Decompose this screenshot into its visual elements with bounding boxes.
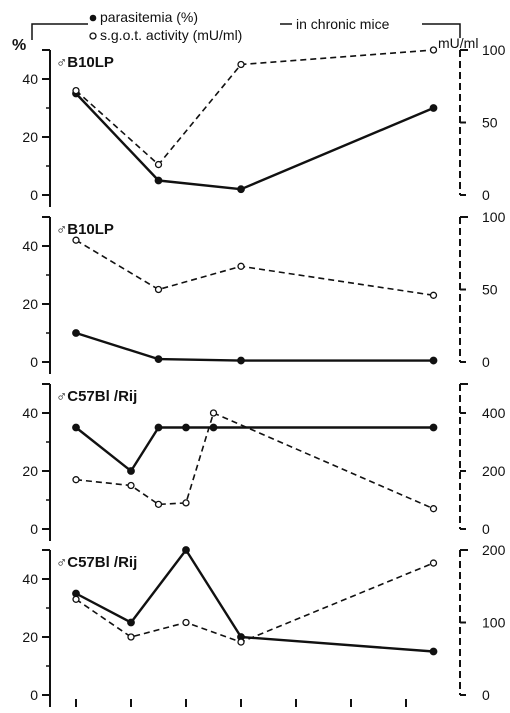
left-tick-label: 40: [22, 238, 38, 254]
parasitemia-line: [75, 331, 434, 362]
x-tick-label: 12: [398, 711, 414, 713]
left-tick-label: 40: [22, 71, 38, 87]
sgot-point: [154, 160, 163, 169]
sgot-line: [75, 562, 434, 643]
parasitemia-point: [127, 618, 135, 627]
sgot-point: [154, 285, 163, 294]
parasitemia-point: [154, 423, 163, 432]
strain-label: ♂C57Bl /Rij: [56, 388, 137, 405]
parasitemia-point: [429, 356, 438, 365]
right-tick-label: 0: [482, 187, 490, 203]
right-tick-label: 0: [482, 687, 490, 703]
left-tick-label: 0: [30, 354, 38, 370]
x-unit-label: weeks: [417, 711, 460, 713]
sgot-point: [237, 262, 245, 270]
sgot-point: [182, 499, 190, 507]
sgot-point: [237, 638, 245, 646]
legend-label-parasitemia: parasitemia (%): [100, 9, 198, 25]
sgot-point: [429, 46, 438, 54]
chart-panels: 02040050100♂B10LP02040050100♂B10LP020400…: [22, 42, 505, 713]
sgot-point: [237, 60, 245, 69]
left-tick-label: 0: [30, 687, 38, 703]
parasitemia-point: [72, 423, 80, 432]
left-unit-label: %: [12, 37, 26, 54]
x-tick-label: 8: [292, 711, 300, 713]
right-tick-label: 100: [482, 209, 506, 225]
right-tick-label: 50: [482, 115, 498, 131]
legend: parasitemia (%) s.g.o.t. activity (mU/ml…: [12, 9, 478, 54]
sgot-point: [154, 500, 163, 509]
left-tick-label: 20: [22, 629, 38, 645]
parasitemia-point: [429, 647, 438, 656]
sgot-point: [209, 409, 218, 417]
right-tick-label: 0: [482, 521, 490, 537]
sgot-point: [429, 291, 438, 299]
strain-label: ♂B10LP: [56, 54, 114, 71]
panel-2: 0 20 40 0 50 100 ♂B10LP: [22, 209, 506, 374]
legend-bracket: [31, 23, 461, 40]
left-tick-label: 20: [22, 129, 38, 145]
left-tick-label: 0: [30, 521, 38, 537]
parasitemia-point: [429, 104, 438, 112]
right-unit-label: mU/ml: [438, 35, 478, 51]
right-tick-label: 50: [482, 282, 498, 298]
parasitemia-point: [154, 176, 163, 185]
x-tick-label: 6: [237, 711, 245, 713]
legend-marker-parasitemia: [89, 14, 97, 22]
x-tick-label: 4: [182, 711, 190, 713]
right-tick-label: 100: [482, 42, 506, 58]
sgot-point: [182, 618, 190, 627]
sgot-point: [72, 595, 80, 603]
sgot-point: [72, 236, 80, 244]
legend-marker-sgot: [89, 32, 97, 40]
legend-label-sgot: s.g.o.t. activity (mU/ml): [100, 27, 242, 43]
parasitemia-point: [237, 356, 245, 365]
right-tick-label: 0: [482, 354, 490, 370]
left-tick-label: 20: [22, 296, 38, 312]
parasitemia-line: [75, 92, 434, 191]
parasitemia-point: [154, 355, 163, 364]
parasitemia-point: [127, 467, 135, 475]
sgot-point: [429, 559, 438, 567]
left-tick-label: 40: [22, 571, 38, 587]
sgot-line: [75, 49, 434, 166]
panel-4: 0 20 40 0 100 200 ♂C57Bl /Rij: [22, 542, 506, 707]
x-tick-label: 2: [127, 711, 135, 713]
parasitemia-point: [72, 329, 80, 337]
parasitemia-point: [182, 423, 190, 432]
sgot-point: [127, 481, 135, 490]
strain-label: ♂C57Bl /Rij: [56, 554, 137, 571]
x-tick-label: 0: [72, 711, 80, 713]
left-tick-label: 20: [22, 463, 38, 479]
parasitemia-point: [182, 546, 190, 554]
group-label: in chronic mice: [296, 16, 390, 32]
left-tick-label: 40: [22, 405, 38, 421]
right-tick-label: 200: [482, 463, 506, 479]
right-tick-label: 400: [482, 405, 506, 421]
sgot-line: [75, 412, 434, 510]
left-tick-label: 0: [30, 187, 38, 203]
parasitemia-line: [75, 426, 434, 473]
strain-label: ♂B10LP: [56, 221, 114, 238]
right-tick-label: 100: [482, 615, 506, 631]
parasitemia-point: [209, 423, 218, 432]
sgot-point: [429, 505, 438, 513]
sgot-point: [72, 476, 80, 484]
parasitemia-point: [429, 423, 438, 432]
x-tick-label: 10: [343, 711, 359, 713]
sgot-point: [72, 86, 80, 95]
sgot-line: [75, 239, 434, 297]
sgot-point: [127, 633, 135, 641]
panel-1: 0 20 40 0 50 100 ♂B10LP: [22, 42, 506, 207]
parasitemia-point: [237, 185, 245, 194]
right-tick-label: 200: [482, 542, 506, 558]
